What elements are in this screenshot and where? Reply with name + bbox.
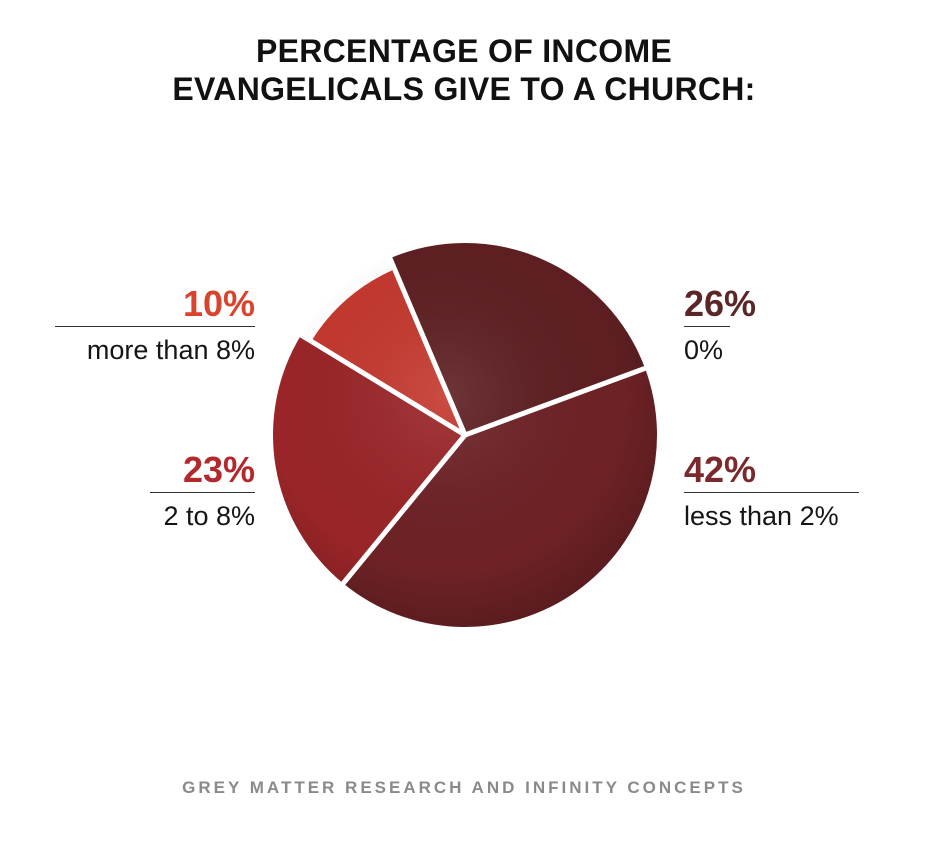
label-less-than-2-rule [684, 492, 859, 493]
label-2-to-8-rule [150, 492, 255, 493]
label-zero-rule [684, 326, 730, 327]
label-2-to-8-value: 23% [182, 449, 255, 490]
label-zero-value: 26% [684, 283, 757, 324]
label-less-than-2-value: 42% [684, 449, 757, 490]
pie-dividers [296, 253, 650, 589]
label-more-than-8-text: more than 8% [86, 335, 255, 365]
pie-divider-1 [386, 253, 468, 436]
pie-divider-4 [296, 330, 467, 438]
source-footer: GREY MATTER RESEARCH AND INFINITY CONCEP… [182, 778, 746, 797]
label-zero: 26% 0% [684, 284, 774, 367]
label-zero-text: 0% [684, 335, 724, 365]
label-2-to-8-text: 2 to 8% [163, 501, 255, 531]
chart-title: PERCENTAGE OF INCOME EVANGELICALS GIVE T… [0, 32, 928, 108]
chart-title-line-2: EVANGELICALS GIVE TO A CHURCH: [172, 71, 756, 107]
label-more-than-8-rule [55, 326, 255, 327]
label-less-than-2: 42% less than 2% [684, 450, 859, 533]
pie-divider-2 [464, 364, 650, 438]
label-more-than-8-value: 10% [182, 283, 255, 324]
pie-divider-3 [338, 433, 467, 589]
chart-title-line-1: PERCENTAGE OF INCOME [255, 33, 673, 69]
label-more-than-8: 10% more than 8% [55, 284, 255, 367]
label-2-to-8: 23% 2 to 8% [150, 450, 255, 533]
label-less-than-2-text: less than 2% [684, 501, 839, 531]
